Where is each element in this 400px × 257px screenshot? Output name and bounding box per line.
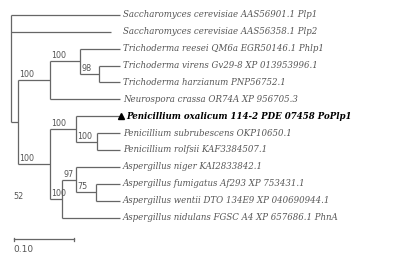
Text: 52: 52 bbox=[13, 192, 23, 201]
Text: Penicillium subrubescens OKP10650.1: Penicillium subrubescens OKP10650.1 bbox=[123, 128, 292, 137]
Text: Saccharomyces cerevisiae AAS56358.1 Plp2: Saccharomyces cerevisiae AAS56358.1 Plp2 bbox=[123, 27, 317, 36]
Text: 75: 75 bbox=[77, 182, 88, 191]
Text: Aspergillus niger KAI2833842.1: Aspergillus niger KAI2833842.1 bbox=[123, 162, 263, 171]
Text: 0.10: 0.10 bbox=[14, 245, 34, 254]
Text: 100: 100 bbox=[51, 119, 66, 128]
Text: 100: 100 bbox=[51, 51, 66, 60]
Text: 100: 100 bbox=[19, 154, 34, 163]
Text: Trichoderma harzianum PNP56752.1: Trichoderma harzianum PNP56752.1 bbox=[123, 78, 286, 87]
Text: 100: 100 bbox=[77, 132, 92, 141]
Text: Saccharomyces cerevisiae AAS56901.1 Plp1: Saccharomyces cerevisiae AAS56901.1 Plp1 bbox=[123, 10, 317, 19]
Text: Aspergillus fumigatus Af293 XP 753431.1: Aspergillus fumigatus Af293 XP 753431.1 bbox=[123, 179, 306, 188]
Text: 100: 100 bbox=[51, 189, 66, 198]
Text: Trichoderma reesei QM6a EGR50146.1 Phlp1: Trichoderma reesei QM6a EGR50146.1 Phlp1 bbox=[123, 44, 324, 53]
Text: Aspergillus wentii DTO 134E9 XP 040690944.1: Aspergillus wentii DTO 134E9 XP 04069094… bbox=[123, 196, 330, 205]
Text: Penicillium oxalicum 114-2 PDE 07458 PoPlp1: Penicillium oxalicum 114-2 PDE 07458 PoP… bbox=[126, 112, 352, 121]
Text: Aspergillus nidulans FGSC A4 XP 657686.1 PhnA: Aspergillus nidulans FGSC A4 XP 657686.1… bbox=[123, 213, 339, 222]
Text: 100: 100 bbox=[19, 70, 34, 79]
Text: Neurospora crassa OR74A XP 956705.3: Neurospora crassa OR74A XP 956705.3 bbox=[123, 95, 298, 104]
Text: Penicillium rolfsii KAF3384507.1: Penicillium rolfsii KAF3384507.1 bbox=[123, 145, 267, 154]
Text: 98: 98 bbox=[82, 64, 92, 73]
Text: Trichoderma virens Gv29-8 XP 013953996.1: Trichoderma virens Gv29-8 XP 013953996.1 bbox=[123, 61, 318, 70]
Text: 97: 97 bbox=[64, 170, 74, 179]
